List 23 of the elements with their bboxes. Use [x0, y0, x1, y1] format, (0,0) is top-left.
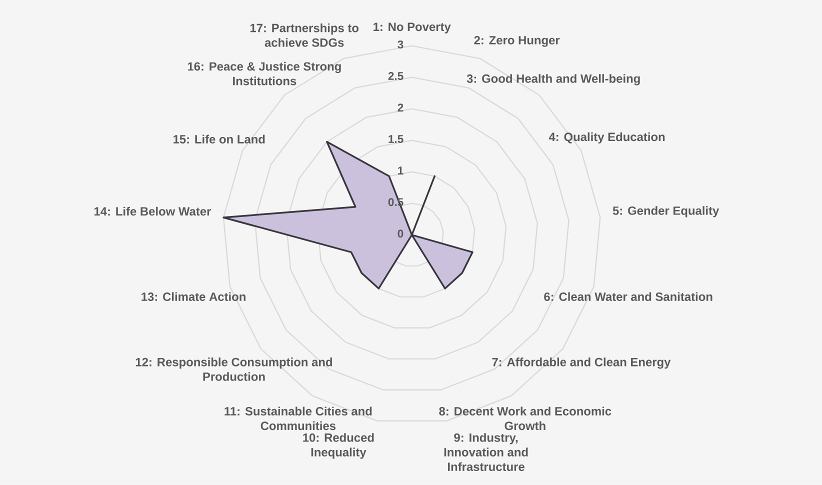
spoke-label: 9: Industry, Innovation and Infrastructure — [444, 433, 528, 472]
spoke-label: 13: Climate Action — [142, 292, 246, 302]
y-tick-label: 2 — [398, 104, 404, 112]
spoke-label: 15: Life on Land — [174, 134, 265, 144]
spoke-label: 11: Sustainable Cities and Communities — [224, 406, 372, 430]
y-tick-label: 0 — [398, 230, 404, 238]
spoke-label: 17: Partnerships to achieve SDGs — [250, 24, 359, 47]
spoke-label: 5: Gender Equality — [612, 206, 720, 218]
spoke-label: 6: Clean Water and Sanitation — [544, 292, 712, 302]
spoke-label: 10: Reduced Inequality — [303, 433, 374, 459]
y-tick-label: 2.5 — [388, 72, 404, 80]
spoke-label: 16: Peace & Justice Strong Institutions — [188, 62, 341, 86]
spoke-label: 4: Quality Education — [548, 132, 665, 144]
spoke-label: 14: Life Below Water — [94, 206, 212, 216]
y-tick-label: 3 — [398, 40, 404, 49]
spoke-label: 7: Affordable and Clean Energy — [492, 358, 671, 369]
spoke-label: 1: No Poverty — [374, 22, 451, 34]
spoke-label: 3: Good Health and Well-being — [466, 74, 640, 86]
spoke-label: 2: Zero Hunger — [474, 36, 560, 47]
y-tick-label: 1.5 — [388, 135, 404, 144]
y-tick-label: 1 — [398, 166, 404, 175]
spoke-label: 12: Responsible Consumption and Production — [136, 358, 332, 382]
spoke-label: 8: Decent Work and Economic Growth — [439, 406, 612, 430]
